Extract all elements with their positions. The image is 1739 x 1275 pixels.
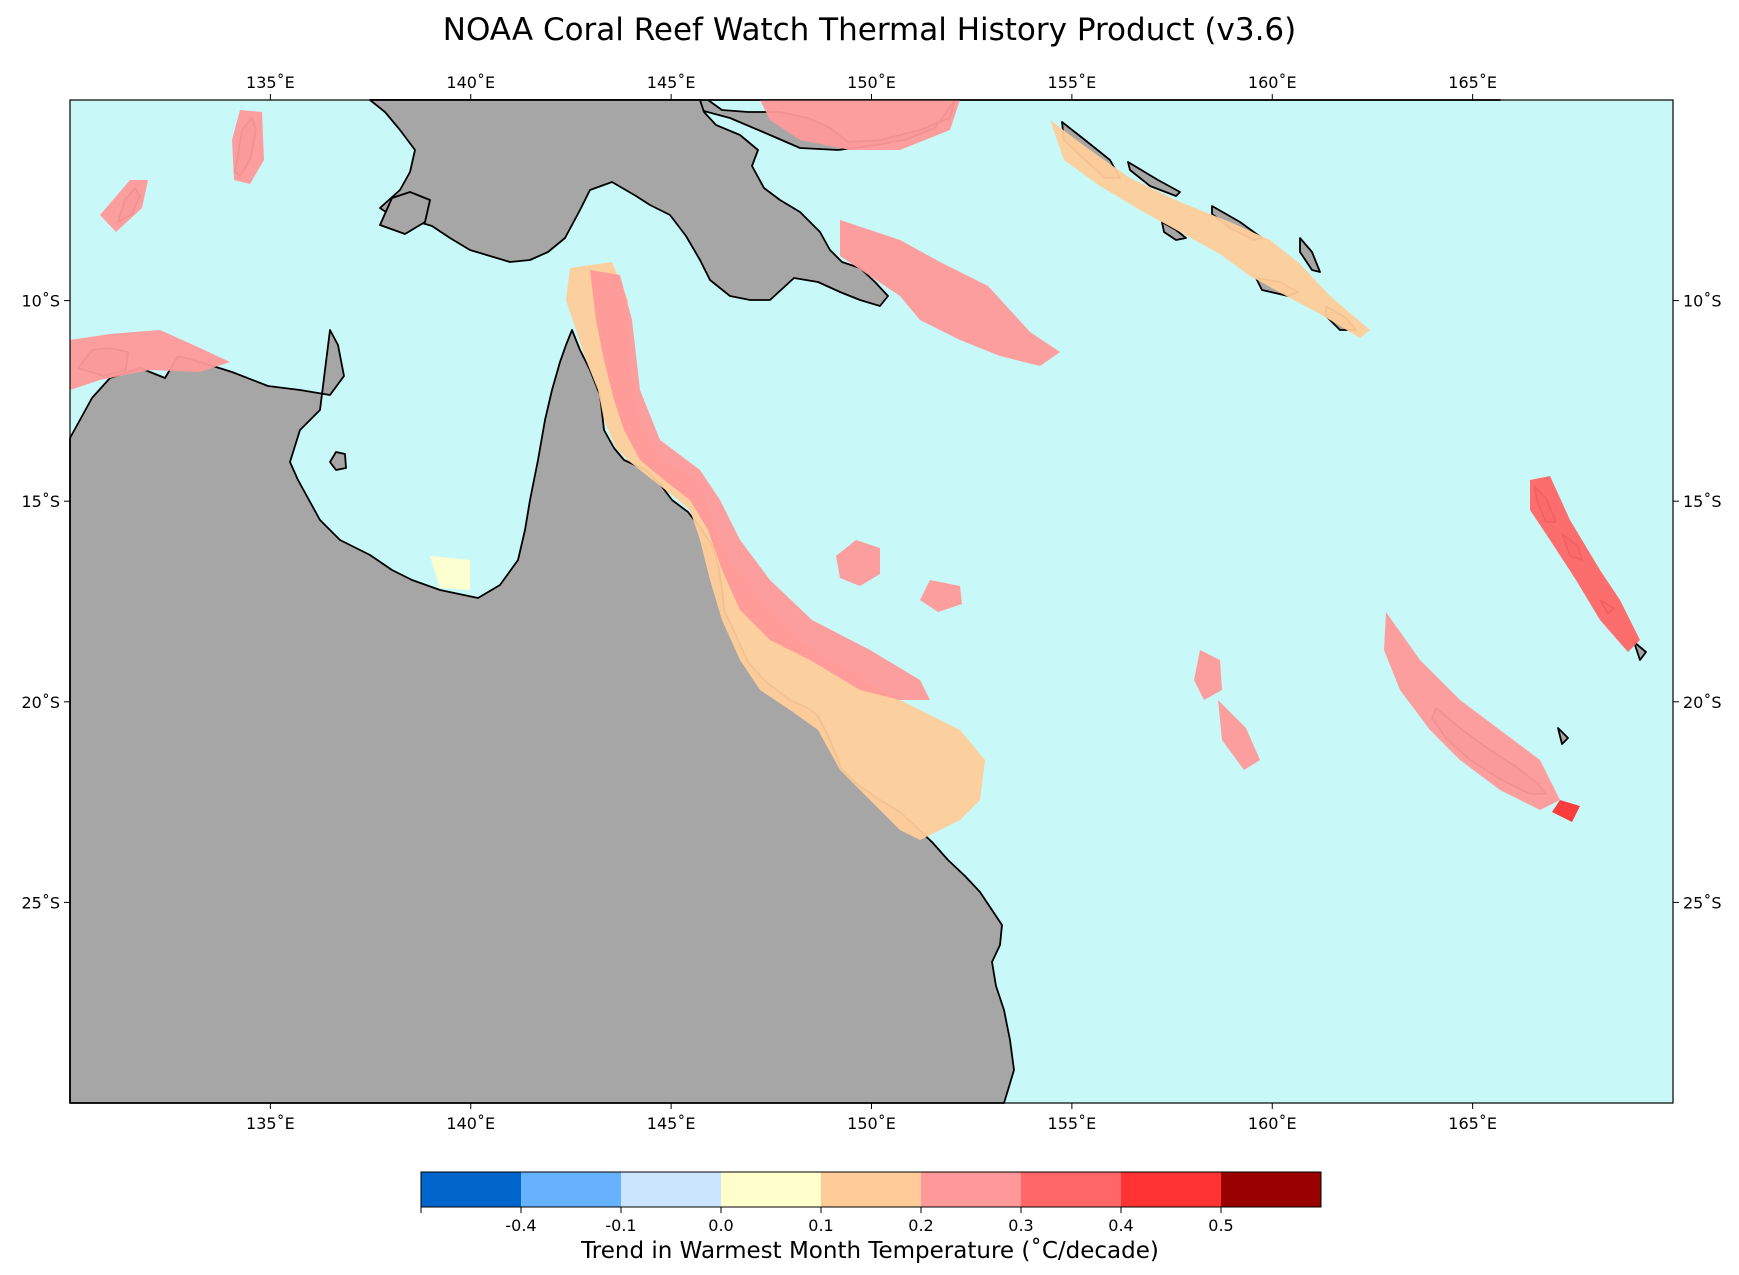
lat-tick-label-right: 25˚S	[1683, 893, 1722, 912]
solomon-island-newgeorgia	[1161, 221, 1187, 241]
colorbar-segment	[921, 1172, 1022, 1207]
australia-landmass	[69, 329, 1015, 1104]
lon-tick-label-top: 145˚E	[647, 73, 696, 92]
colorbar-segment	[1221, 1172, 1322, 1207]
lat-tick-label-left: 15˚S	[21, 492, 60, 511]
lon-tick-label-bottom: 135˚E	[246, 1114, 295, 1133]
colorbar-tick-label: 0.2	[908, 1216, 933, 1235]
lon-tick-label-top: 150˚E	[847, 73, 896, 92]
colorbar-tick-label: 0.3	[1008, 1216, 1033, 1235]
solomon-island-east	[1299, 237, 1321, 273]
colorbar-frame	[420, 1171, 1322, 1208]
groote-eylandt	[329, 451, 347, 471]
coral-sea-reef-2	[920, 580, 962, 612]
colorbar-segment	[721, 1172, 822, 1207]
arnhem-band	[70, 330, 230, 390]
lon-tick-label-top: 160˚E	[1248, 73, 1297, 92]
coral-sea-reef-4	[1218, 700, 1260, 770]
gbr-band-0.1-0.2	[566, 262, 985, 840]
colorbar-tick-label: 0.1	[808, 1216, 833, 1235]
colorbar-segment	[821, 1172, 922, 1207]
sst-trend-overlay	[70, 100, 1640, 840]
lon-tick-label-top: 155˚E	[1048, 73, 1097, 92]
new-caledonia-hotspot	[1552, 800, 1580, 822]
lon-tick-label-top: 165˚E	[1448, 73, 1497, 92]
tanimbar-band	[100, 180, 148, 232]
colorbar-segment	[421, 1172, 522, 1207]
lon-tick-label-bottom: 150˚E	[847, 1114, 896, 1133]
loyalty-island	[1557, 727, 1569, 745]
lat-axis-left: 10˚S 15˚S 20˚S 25˚S	[21, 292, 70, 912]
lat-tick-label-right: 10˚S	[1683, 292, 1722, 311]
colorbar: -0.4 -0.1 0.0 0.1 0.2 0.3 0.4 0.5	[420, 1171, 1322, 1235]
gbr-band-0.2-0.3	[590, 270, 930, 700]
lon-tick-label-bottom: 155˚E	[1048, 1114, 1097, 1133]
gulf-warm-patch	[430, 556, 470, 590]
colorbar-segment	[621, 1172, 722, 1207]
lat-tick-label-left: 25˚S	[21, 893, 60, 912]
map-title: NOAA Coral Reef Watch Thermal History Pr…	[442, 12, 1297, 48]
png-reef-band	[840, 220, 1060, 366]
colorbar-segment	[1121, 1172, 1222, 1207]
colorbar-tick-label: -0.1	[605, 1216, 636, 1235]
lon-tick-label-bottom: 160˚E	[1248, 1114, 1297, 1133]
lon-tick-label-bottom: 145˚E	[647, 1114, 696, 1133]
colorbar-tick-label: 0.5	[1208, 1216, 1233, 1235]
lon-tick-label-bottom: 165˚E	[1448, 1114, 1497, 1133]
coral-sea-reef-3	[1194, 650, 1222, 700]
lon-tick-label-bottom: 140˚E	[446, 1114, 495, 1133]
solomon-island-santa-isabel	[1127, 161, 1181, 197]
new-caledonia-reef-band	[1384, 612, 1560, 810]
colorbar-segment	[1021, 1172, 1122, 1207]
colorbar-tick-label: -0.4	[505, 1216, 536, 1235]
lat-tick-label-left: 20˚S	[21, 693, 60, 712]
colorbar-title: Trend in Warmest Month Temperature (˚C/d…	[581, 1238, 1159, 1264]
solomon-band	[1050, 120, 1370, 338]
lat-tick-label-left: 10˚S	[21, 292, 60, 311]
aru-band	[232, 110, 264, 184]
colorbar-tick-label: 0.0	[708, 1216, 733, 1235]
lon-axis-top: 135˚E 140˚E 145˚E 150˚E 155˚E 160˚E 165˚E	[246, 73, 1497, 100]
lat-axis-right: 10˚S 15˚S 20˚S 25˚S	[1673, 292, 1722, 912]
colorbar-tick-label: 0.4	[1108, 1216, 1133, 1235]
colorbar-segment	[521, 1172, 622, 1207]
lat-tick-label-right: 20˚S	[1683, 693, 1722, 712]
coral-sea-reef-1	[836, 540, 880, 586]
frederik-hendrik-island	[379, 191, 431, 235]
vanuatu-band	[1530, 476, 1640, 652]
lon-tick-label-top: 135˚E	[246, 73, 295, 92]
vanuatu-island-tanna	[1633, 641, 1647, 661]
lat-tick-label-right: 15˚S	[1683, 492, 1722, 511]
png-north-band	[760, 100, 960, 150]
lon-tick-label-top: 140˚E	[446, 73, 495, 92]
lon-axis-bottom: 135˚E 140˚E 145˚E 150˚E 155˚E 160˚E 165˚E	[246, 1103, 1497, 1133]
